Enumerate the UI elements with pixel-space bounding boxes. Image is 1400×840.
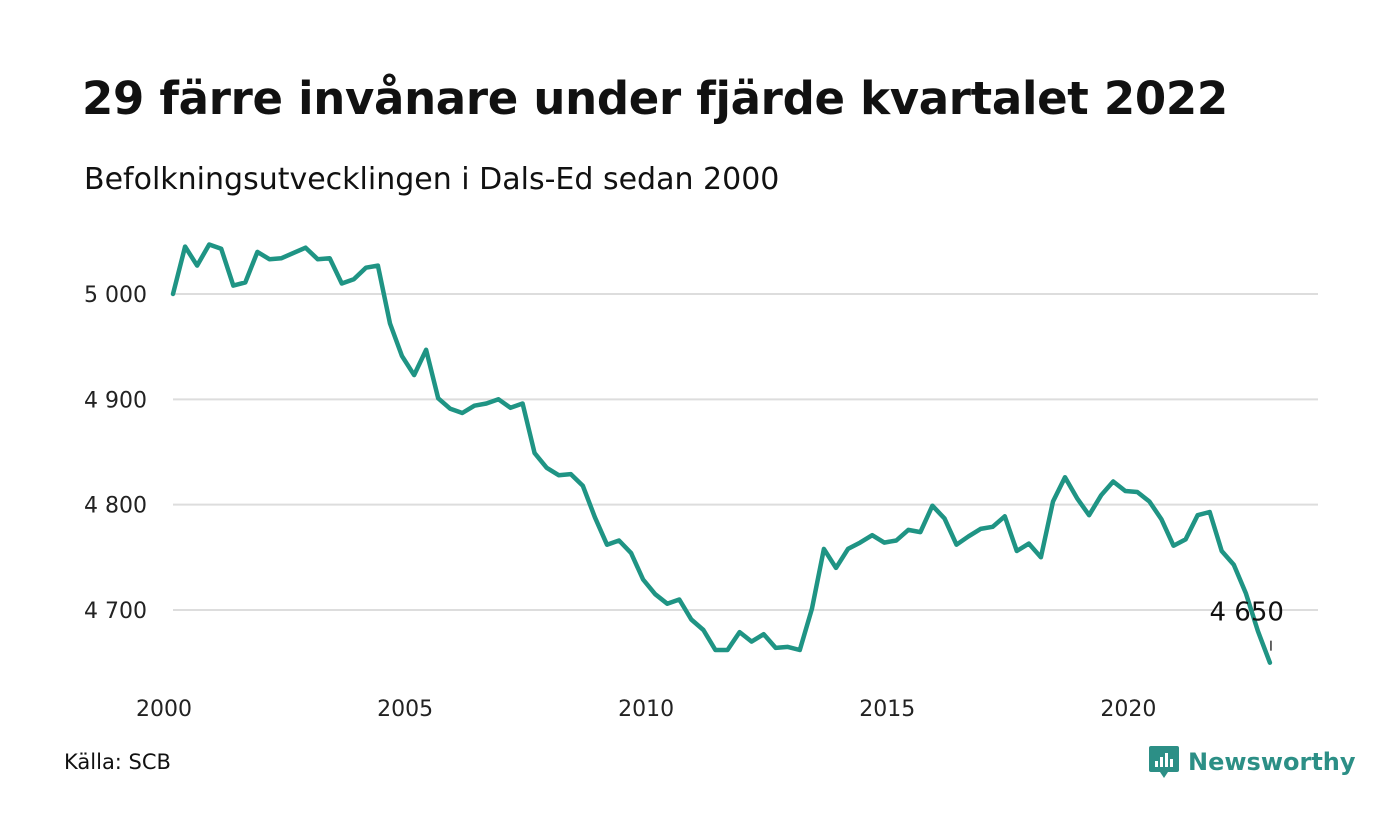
end-value-label: 4 650	[1210, 598, 1284, 628]
x-tick-label: 2000	[136, 697, 192, 722]
newsworthy-brand: Newsworthy	[1148, 744, 1356, 780]
y-axis-labels: 4 700 4 800 4 900 5 000	[84, 283, 147, 624]
x-tick-label: 2010	[618, 697, 674, 722]
end-annotation: 4 650	[1210, 598, 1284, 651]
chart-subtitle: Befolkningsutvecklingen i Dals-Ed sedan …	[84, 162, 780, 197]
x-axis-labels: 2000 2005 2010 2015 2020	[136, 697, 1156, 722]
x-tick-label: 2020	[1100, 697, 1156, 722]
y-tick-label: 4 700	[84, 599, 147, 624]
x-tick-label: 2005	[377, 697, 433, 722]
series-group	[170, 242, 1273, 665]
y-tick-label: 4 900	[84, 388, 147, 413]
x-tick-label: 2015	[859, 697, 915, 722]
chart-title: 29 färre invånare under fjärde kvartalet…	[82, 72, 1228, 125]
y-tick-label: 5 000	[84, 283, 147, 308]
gridlines	[173, 293, 1318, 611]
series-line	[170, 242, 1273, 665]
newsworthy-logo-icon	[1149, 746, 1179, 778]
brand-name: Newsworthy	[1188, 748, 1356, 776]
y-tick-label: 4 800	[84, 494, 147, 519]
source-note: Källa: SCB	[64, 750, 171, 774]
